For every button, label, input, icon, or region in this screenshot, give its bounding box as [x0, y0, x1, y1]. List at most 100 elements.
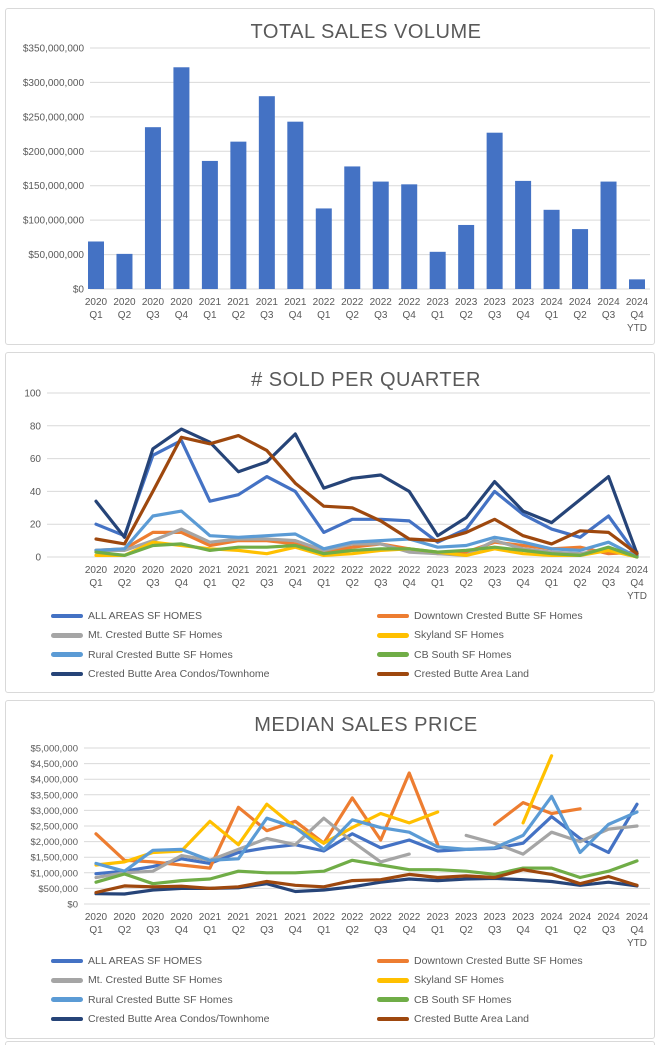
y-axis-tick-label: $4,000,000 — [30, 775, 78, 786]
bar-2020-Q3 — [144, 127, 161, 289]
y-axis-tick-label: $350,000,000 — [23, 44, 85, 55]
legend-item-rural-crested-butte-sf-homes: Rural Crested Butte SF Homes — [51, 648, 233, 662]
legend-label: Skyland SF Homes — [414, 974, 504, 987]
x-axis-label-year: 2020 — [170, 297, 193, 308]
median-sales-price-plot: $5,000,000 $4,500,000 $4,000,000 $3,500,000… — [30, 744, 650, 949]
y-axis-tick-label: $0 — [67, 900, 78, 911]
y-axis-tick-label: $1,000,000 — [30, 868, 78, 879]
x-axis-label-year: 2021 — [199, 565, 222, 576]
legend-label: Rural Crested Butte SF Homes — [88, 993, 233, 1006]
x-axis-label-year: 2024 — [540, 912, 563, 923]
x-axis-label-year: 2022 — [398, 297, 421, 308]
x-axis-label-quarter: Q1 — [431, 578, 445, 589]
line-cb-south-sf-homes — [94, 542, 639, 559]
x-axis-label-year: 2023 — [455, 912, 478, 923]
line-downtown-crested-butte-sf-homes — [94, 771, 582, 870]
x-axis-label-quarter: Q4 — [175, 578, 189, 589]
line-crested-butte-area-condos-townhome — [94, 876, 639, 896]
x-axis-label-ytd: YTD — [627, 323, 647, 334]
x-axis-label-year: 2020 — [113, 912, 136, 923]
legend-item-skyland-sf-homes: Skyland SF Homes — [377, 973, 504, 987]
legend-label: Downtown Crested Butte SF Homes — [414, 610, 583, 622]
y-axis-tick-label: 60 — [30, 454, 42, 465]
chart-title-median-sales-price: MEDIAN SALES PRICE — [254, 714, 478, 736]
x-axis-label-quarter: Q3 — [602, 578, 616, 589]
legend-swatch-skyland-sf-homes — [377, 633, 409, 638]
x-axis-label-quarter: Q4 — [516, 578, 530, 589]
x-axis-label-quarter: Q3 — [374, 578, 388, 589]
x-axis-label-year: 2023 — [455, 565, 478, 576]
legend-item-rural-crested-butte-sf-homes: Rural Crested Butte SF Homes — [51, 993, 233, 1007]
x-axis-label-year: 2020 — [85, 565, 108, 576]
x-axis-label-quarter: Q1 — [317, 578, 331, 589]
bar-2024-Q4 — [629, 279, 645, 289]
x-axis-label-year: 2023 — [484, 912, 507, 923]
x-axis-label-year: 2020 — [85, 912, 108, 923]
x-axis-label-year: 2023 — [455, 297, 478, 308]
x-axis-label-year: 2023 — [427, 297, 450, 308]
legend-swatch-skyland-sf-homes — [377, 978, 409, 983]
x-axis-label-year: 2024 — [569, 912, 592, 923]
legend-swatch-mt-crested-butte-sf-homes — [51, 633, 83, 638]
x-axis-label-quarter: Q1 — [203, 925, 217, 936]
x-axis-label-quarter: Q2 — [459, 578, 473, 589]
y-axis-tick-label: $3,500,000 — [30, 790, 78, 801]
legend-label: Rural Crested Butte SF Homes — [88, 648, 233, 661]
legend-item-all-areas-sf-homes: ALL AREAS SF HOMES — [51, 954, 202, 968]
bar-2024-Q3 — [600, 181, 617, 289]
y-axis-tick-label: 0 — [35, 553, 41, 564]
line-all-areas-sf-homes — [94, 439, 639, 557]
y-axis-tick-label: 100 — [24, 389, 41, 400]
legend-swatch-all-areas-sf-homes — [51, 958, 83, 964]
x-axis-label-year: 2021 — [256, 912, 279, 923]
x-axis-label-year: 2021 — [227, 297, 250, 308]
x-axis-label-quarter: Q4 — [403, 578, 417, 589]
x-axis-label-quarter: Q4 — [630, 925, 644, 936]
legend-label: Crested Butte Area Land — [414, 667, 529, 680]
legend-swatch-cb-south-sf-homes — [377, 652, 409, 657]
x-axis-label-year: 2020 — [142, 297, 165, 308]
x-axis-label-quarter: Q1 — [545, 310, 559, 321]
x-axis-label-quarter: Q2 — [346, 310, 360, 321]
y-axis-tick-label: $2,000,000 — [30, 837, 78, 848]
legend-label: Mt. Crested Butte SF Homes — [88, 629, 223, 642]
x-axis-label-year: 2020 — [113, 297, 136, 308]
y-axis-tick-label: $200,000,000 — [23, 147, 85, 158]
x-axis-label-quarter: Q2 — [346, 578, 360, 589]
x-axis-label-quarter: Q3 — [260, 310, 274, 321]
x-axis-label-year: 2020 — [170, 565, 193, 576]
x-axis-label-ytd: YTD — [627, 591, 647, 602]
chart-panel-total-sales-volume: TOTAL SALES VOLUME $350,000,000 $300,000,… — [5, 8, 655, 345]
x-axis-label-quarter: Q4 — [289, 310, 303, 321]
legend-swatch-mt-crested-butte-sf-homes — [51, 978, 83, 983]
x-axis-label-quarter: Q1 — [317, 310, 331, 321]
y-axis-tick-label: $1,500,000 — [30, 853, 78, 864]
legend-item-crested-butte-area-land: Crested Butte Area Land — [377, 667, 529, 681]
x-axis-label-quarter: Q1 — [89, 310, 103, 321]
line-mt-crested-butte-sf-homes — [94, 816, 639, 880]
x-axis-label-quarter: Q2 — [232, 578, 246, 589]
legend-label: ALL AREAS SF HOMES — [88, 955, 202, 967]
line-crested-butte-area-land — [94, 868, 639, 895]
x-axis-label-quarter: Q1 — [431, 310, 445, 321]
x-axis-label-quarter: Q2 — [232, 925, 246, 936]
x-axis-label-quarter: Q4 — [630, 578, 644, 589]
legend-swatch-all-areas-sf-homes — [51, 613, 83, 619]
bar-2022-Q1 — [315, 208, 332, 289]
x-axis-label-quarter: Q3 — [146, 925, 160, 936]
legend-item-crested-butte-area-condos-townhome: Crested Butte Area Condos/Townhome — [51, 1012, 270, 1026]
x-axis-label-quarter: Q2 — [573, 310, 587, 321]
sold-per-quarter-plot: 100 80 60 40 20 0 2020 Q1 2020 Q2 2020 Q3 2020 Q4 2021… — [24, 389, 650, 602]
x-axis-label-quarter: Q1 — [545, 578, 559, 589]
total-sales-volume-plot: $350,000,000 $300,000,000 $250,000,000 $200… — [23, 44, 650, 334]
line-all-areas-sf-homes — [94, 802, 639, 876]
y-axis-tick-label: $500,000 — [38, 884, 78, 895]
legend-label: Downtown Crested Butte SF Homes — [414, 955, 583, 967]
legend-label: CB South SF Homes — [414, 648, 512, 661]
legend-swatch-crested-butte-area-land — [377, 1016, 409, 1022]
x-axis-label-quarter: Q2 — [118, 578, 132, 589]
x-axis-label-year: 2020 — [113, 565, 136, 576]
x-axis-label-quarter: Q1 — [203, 310, 217, 321]
legend-item-all-areas-sf-homes: ALL AREAS SF HOMES — [51, 609, 202, 623]
